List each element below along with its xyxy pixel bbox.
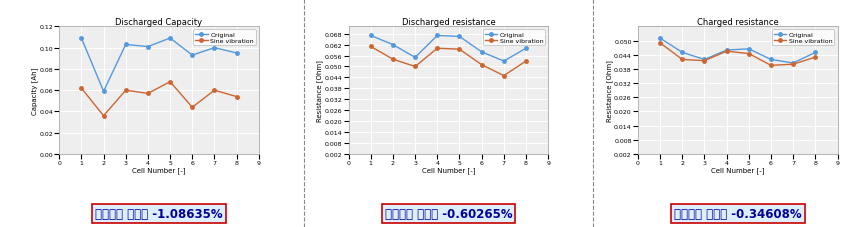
Original xyxy=(766,59,776,62)
Line: Original: Original xyxy=(658,37,817,65)
Line: Original: Original xyxy=(369,35,528,64)
Y-axis label: Capacity [Ah]: Capacity [Ah] xyxy=(31,67,38,114)
Line: Sine vibration: Sine vibration xyxy=(80,81,239,118)
Text: 방전저항 변화율 -0.60265%: 방전저항 변화율 -0.60265% xyxy=(385,207,512,220)
Original xyxy=(521,48,531,50)
Original xyxy=(678,52,688,54)
Sine vibration xyxy=(810,57,821,59)
Original xyxy=(387,44,398,47)
Sine vibration xyxy=(187,106,197,109)
Legend: Original, Sine vibration: Original, Sine vibration xyxy=(772,30,834,46)
Sine vibration xyxy=(521,60,531,63)
Y-axis label: Resistance [Ohm]: Resistance [Ohm] xyxy=(606,60,613,122)
Original xyxy=(432,35,442,38)
Original xyxy=(722,49,732,52)
Original xyxy=(744,48,754,51)
Original xyxy=(365,35,376,38)
Sine vibration xyxy=(365,46,376,49)
Sine vibration xyxy=(655,42,665,45)
Original xyxy=(788,62,799,65)
Sine vibration xyxy=(410,66,420,69)
Title: Charged resistance: Charged resistance xyxy=(697,17,778,27)
Original xyxy=(499,60,509,63)
X-axis label: Cell Number [-]: Cell Number [-] xyxy=(711,167,765,174)
Original xyxy=(810,52,821,54)
Text: 중전저항 변화율 -0.34608%: 중전저항 변화율 -0.34608% xyxy=(674,207,801,220)
Legend: Original, Sine vibration: Original, Sine vibration xyxy=(193,30,255,46)
Sine vibration xyxy=(476,64,486,67)
Sine vibration xyxy=(98,115,108,118)
Line: Sine vibration: Sine vibration xyxy=(658,42,817,68)
Original xyxy=(700,59,710,62)
Original xyxy=(143,46,153,49)
Sine vibration xyxy=(143,93,153,95)
Original xyxy=(121,44,131,47)
Original xyxy=(232,52,242,55)
Title: Discharged resistance: Discharged resistance xyxy=(402,17,495,27)
Title: Discharged Capacity: Discharged Capacity xyxy=(115,17,202,27)
X-axis label: Cell Number [-]: Cell Number [-] xyxy=(132,167,186,174)
Line: Sine vibration: Sine vibration xyxy=(369,45,528,78)
Original xyxy=(655,38,665,40)
Sine vibration xyxy=(121,89,131,92)
Original xyxy=(410,57,420,59)
Original xyxy=(476,51,486,54)
Sine vibration xyxy=(499,75,509,78)
Sine vibration xyxy=(387,59,398,61)
Sine vibration xyxy=(766,65,776,67)
Sine vibration xyxy=(454,49,464,51)
Sine vibration xyxy=(232,96,242,99)
Original xyxy=(76,37,86,40)
Sine vibration xyxy=(744,53,754,56)
Original xyxy=(98,91,108,93)
Text: 방전용량 변화율 -1.08635%: 방전용량 변화율 -1.08635% xyxy=(96,207,222,220)
Original xyxy=(454,36,464,39)
Legend: Original, Sine vibration: Original, Sine vibration xyxy=(483,30,545,46)
Sine vibration xyxy=(76,87,86,90)
X-axis label: Cell Number [-]: Cell Number [-] xyxy=(421,167,475,174)
Sine vibration xyxy=(209,89,219,92)
Original xyxy=(165,37,175,40)
Original xyxy=(187,54,197,57)
Original xyxy=(209,47,219,50)
Sine vibration xyxy=(722,51,732,53)
Sine vibration xyxy=(678,59,688,62)
Sine vibration xyxy=(165,81,175,84)
Sine vibration xyxy=(432,48,442,50)
Line: Original: Original xyxy=(80,37,239,94)
Sine vibration xyxy=(788,64,799,66)
Y-axis label: Resistance [Ohm]: Resistance [Ohm] xyxy=(316,60,323,122)
Sine vibration xyxy=(700,60,710,63)
